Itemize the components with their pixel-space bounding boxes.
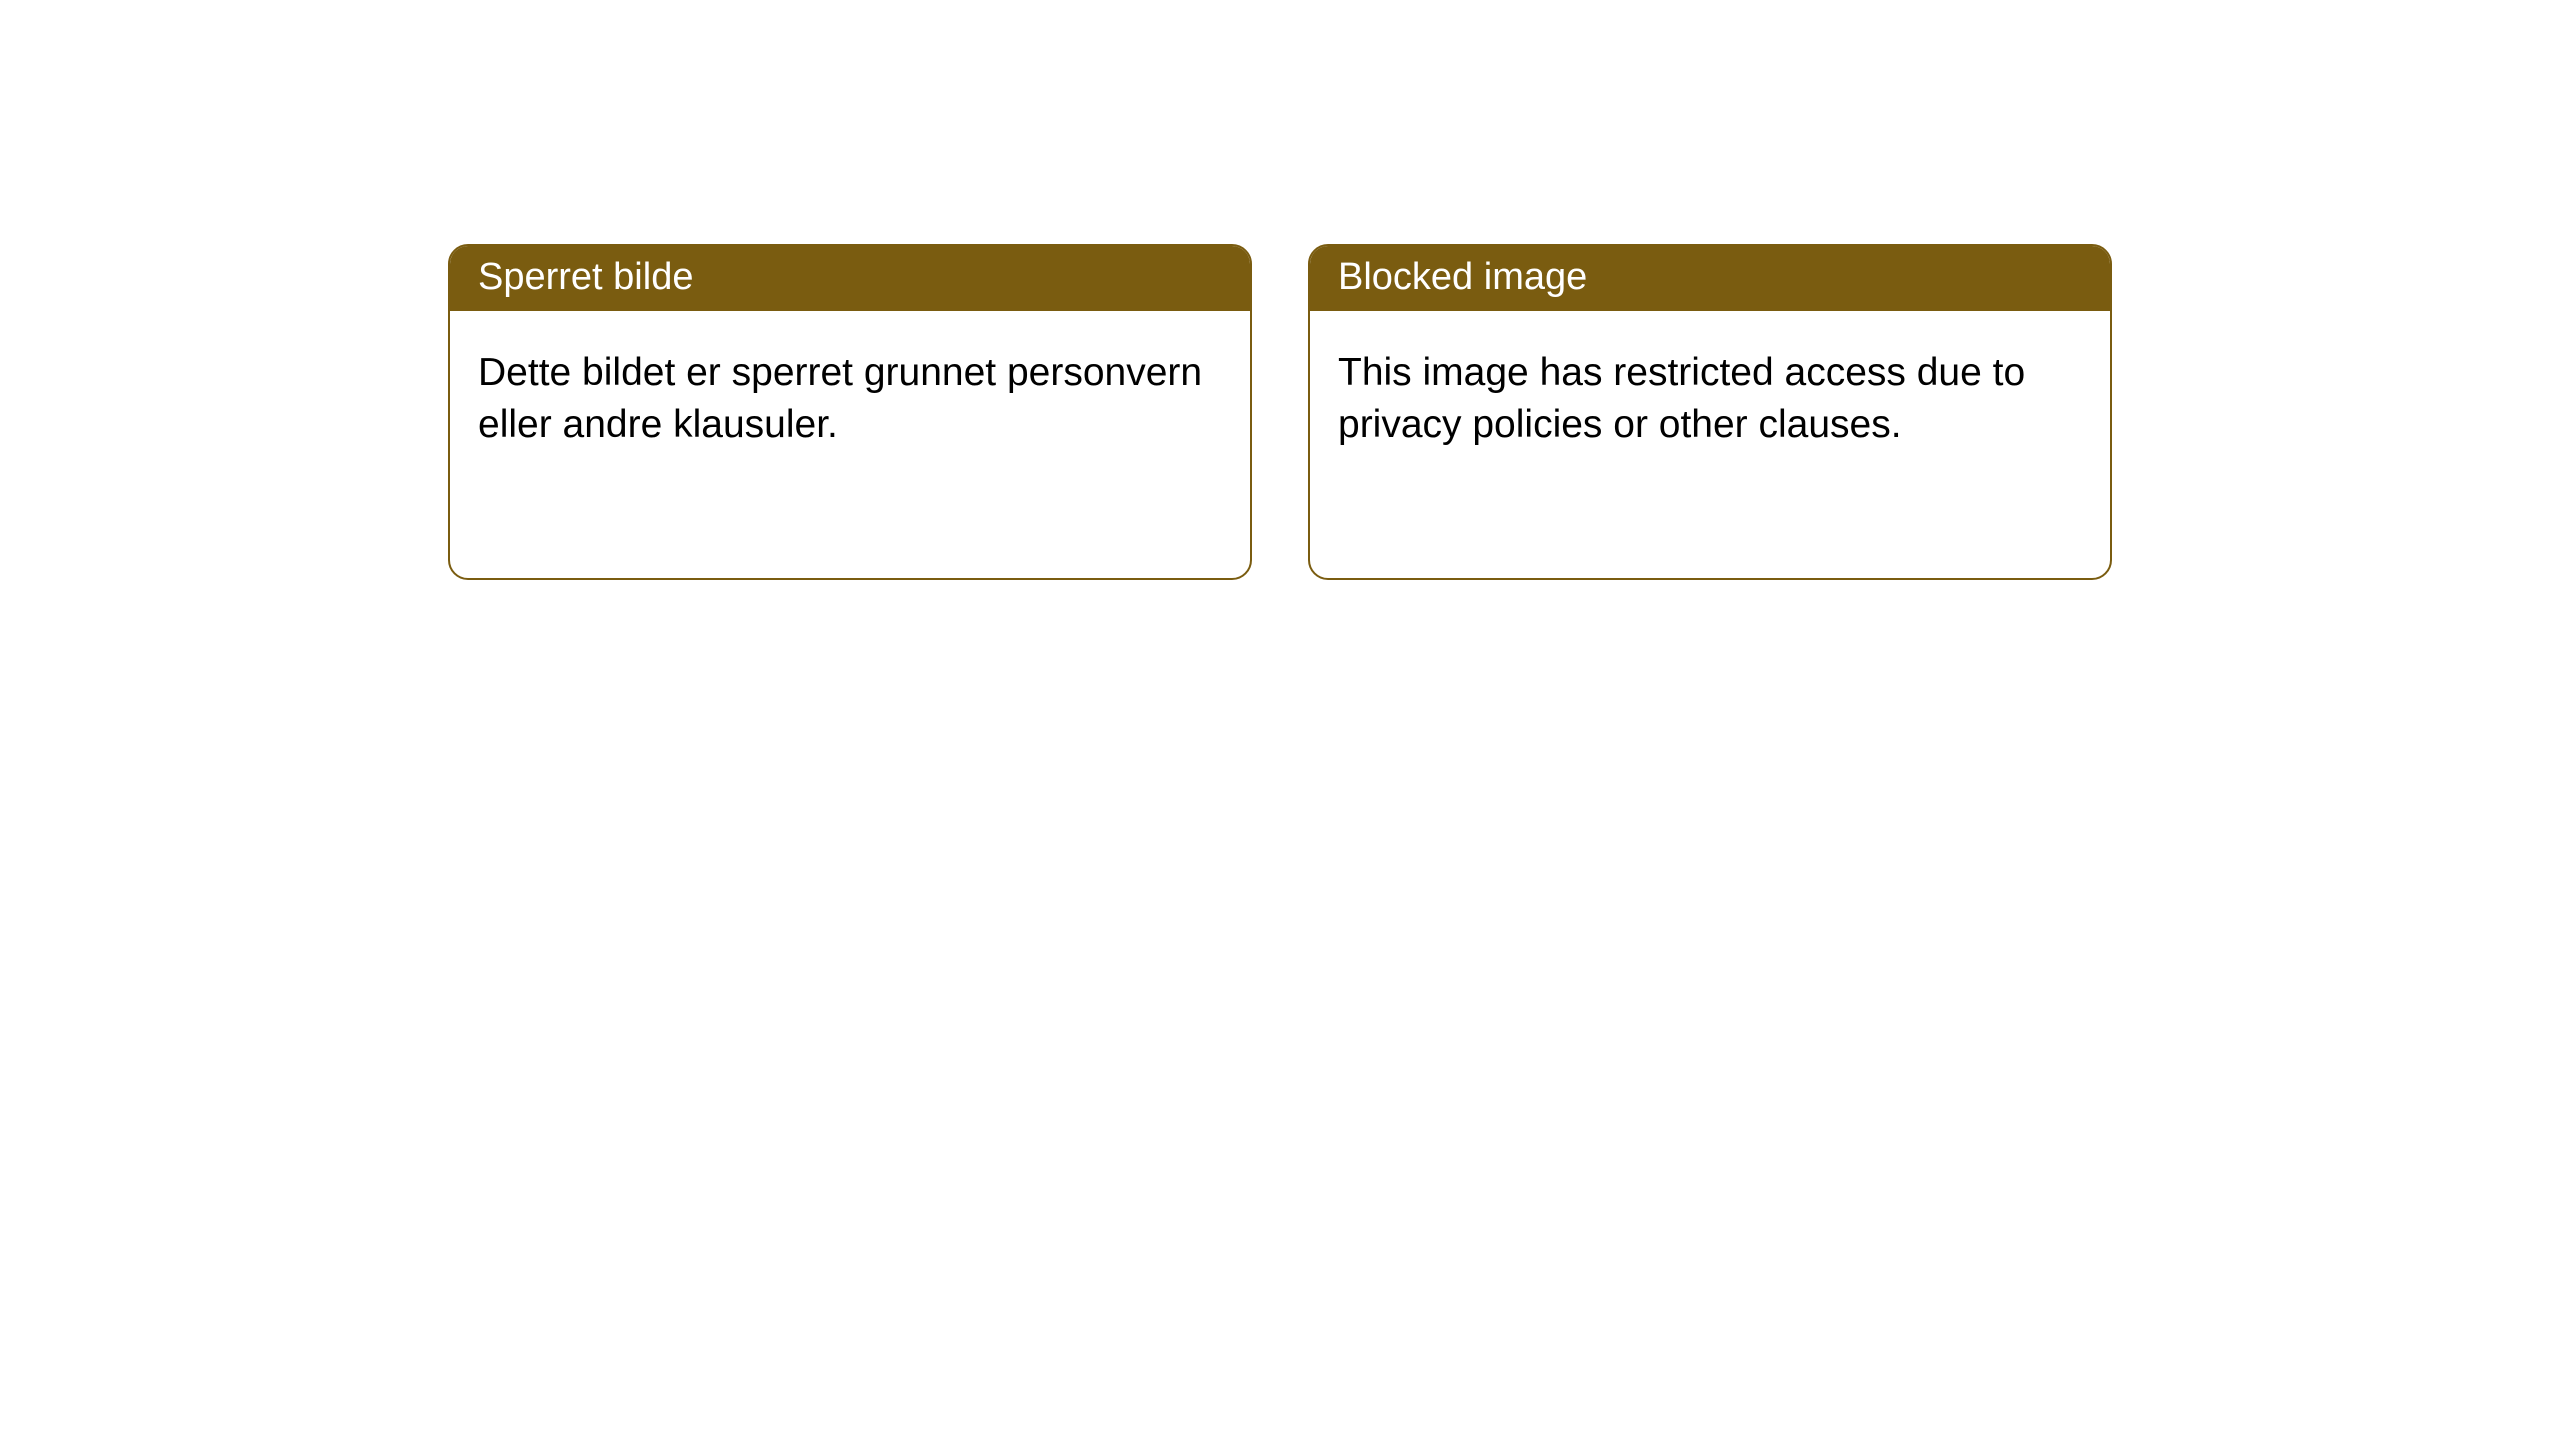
- card-message: This image has restricted access due to …: [1338, 351, 2025, 446]
- card-header: Sperret bilde: [450, 246, 1250, 311]
- card-message: Dette bildet er sperret grunnet personve…: [478, 351, 1202, 446]
- notice-container: Sperret bilde Dette bildet er sperret gr…: [0, 0, 2560, 580]
- blocked-image-card-english: Blocked image This image has restricted …: [1308, 244, 2112, 580]
- card-body: Dette bildet er sperret grunnet personve…: [450, 311, 1250, 487]
- card-header: Blocked image: [1310, 246, 2110, 311]
- blocked-image-card-norwegian: Sperret bilde Dette bildet er sperret gr…: [448, 244, 1252, 580]
- card-body: This image has restricted access due to …: [1310, 311, 2110, 487]
- card-title: Sperret bilde: [478, 256, 693, 298]
- card-title: Blocked image: [1338, 256, 1587, 298]
